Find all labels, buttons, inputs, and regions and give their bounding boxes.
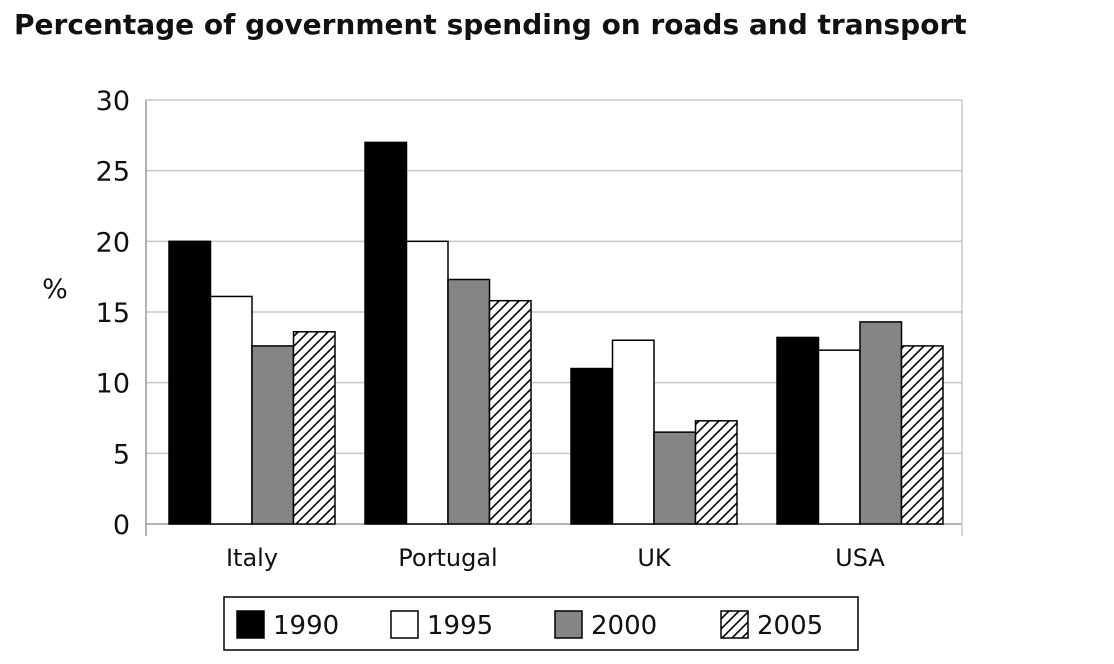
- legend-entry-2000: 2000: [554, 610, 657, 641]
- legend-swatch: [390, 610, 419, 639]
- legend-entry-1990: 1990: [236, 610, 339, 641]
- bar-group-portugal: [364, 141, 532, 525]
- y-axis-ticks: 0 5 10 15 20 25 30: [96, 86, 130, 541]
- bar-group-usa: [776, 321, 944, 525]
- bar-usa-1990: [776, 336, 820, 525]
- bar-usa-2000: [859, 321, 903, 525]
- y-tick-label: 5: [113, 439, 130, 470]
- legend-swatch: [720, 610, 749, 639]
- y-axis-label: %: [42, 274, 68, 305]
- x-category-label: UK: [637, 544, 672, 572]
- y-tick-label: 30: [96, 86, 130, 117]
- bar-group-italy: [168, 240, 336, 525]
- bar-uk-1995: [611, 339, 655, 525]
- bar-portugal-2005: [488, 299, 532, 525]
- bar-uk-2000: [653, 431, 697, 525]
- legend-swatch: [554, 610, 583, 639]
- bar-usa-2005: [900, 345, 944, 525]
- legend-swatch: [236, 610, 265, 639]
- bar-portugal-1990: [364, 141, 408, 525]
- legend-entry-1995: 1995: [390, 610, 493, 641]
- bar-uk-2005: [694, 420, 738, 525]
- x-axis-categories: Italy Portugal UK USA: [226, 544, 885, 572]
- y-tick-label: 25: [96, 157, 130, 188]
- legend-box: [223, 596, 859, 651]
- bar-uk-1990: [570, 367, 614, 525]
- bar-italy-1995: [209, 295, 253, 525]
- y-tick-label: 15: [96, 298, 130, 329]
- legend: 1990 1995 2000 2005: [223, 596, 859, 651]
- y-tick-label: 20: [96, 227, 130, 258]
- bar-italy-2000: [251, 345, 295, 525]
- legend-label: 1990: [273, 611, 339, 641]
- bar-portugal-1995: [405, 240, 449, 525]
- y-tick-label: 0: [113, 510, 130, 541]
- bars: [168, 141, 944, 525]
- legend-label: 2000: [591, 611, 657, 641]
- bar-usa-1995: [817, 349, 861, 525]
- bar-portugal-2000: [447, 278, 491, 525]
- bar-italy-2005: [292, 331, 336, 525]
- bar-italy-1990: [168, 240, 212, 525]
- x-category-label: Portugal: [398, 544, 497, 572]
- x-category-label: Italy: [226, 544, 278, 572]
- bar-group-uk: [570, 339, 738, 525]
- y-tick-label: 10: [96, 369, 130, 400]
- x-category-label: USA: [835, 544, 885, 572]
- chart-title: Percentage of government spending on roa…: [14, 8, 967, 41]
- legend-entry-2005: 2005: [720, 610, 823, 641]
- legend-label: 2005: [757, 611, 823, 641]
- legend-label: 1995: [427, 611, 493, 641]
